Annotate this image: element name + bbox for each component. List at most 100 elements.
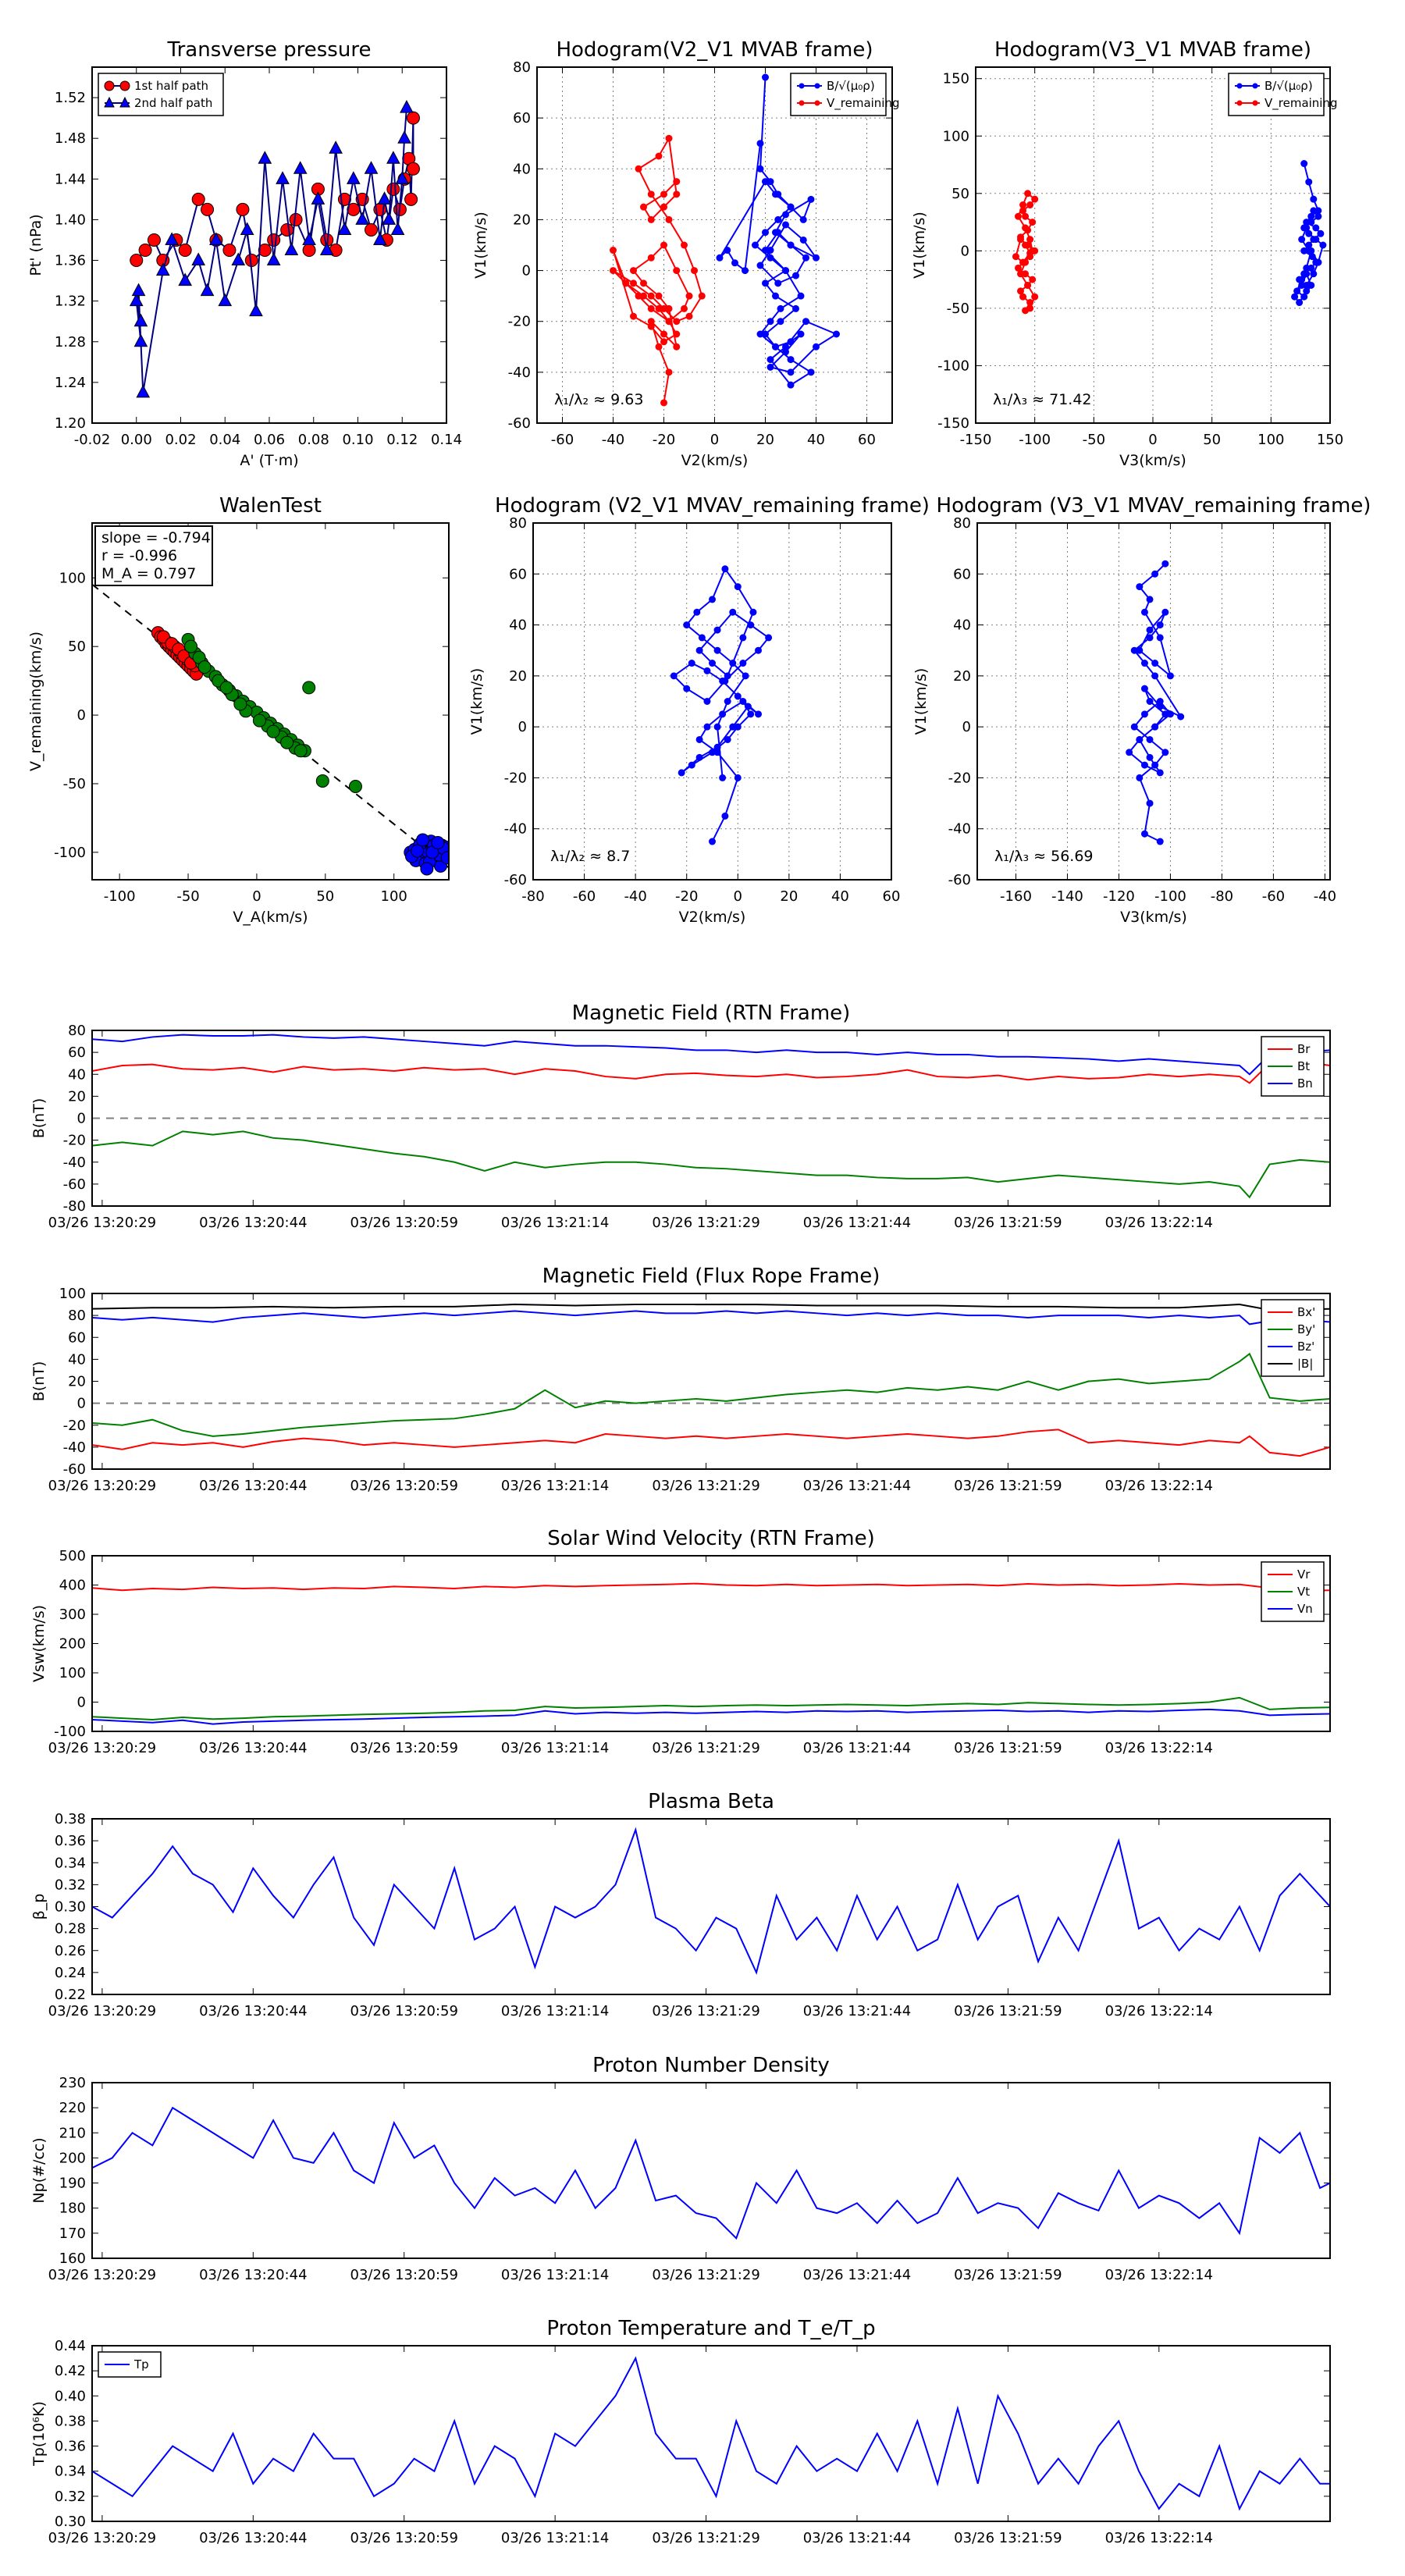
data-point: [703, 723, 711, 731]
plot-frame: [91, 1555, 1331, 1732]
legend-box: [98, 73, 224, 116]
data-point: [747, 621, 755, 629]
chart-hodogram-v3v1-mvab: Hodogram(V3_V1 MVAB frame) -150 -100 -50 0 50…: [911, 38, 1343, 469]
y-tick-label: 0.42: [55, 2363, 86, 2379]
data-point: [660, 190, 667, 198]
y-tick-label: 300: [59, 1606, 86, 1623]
y-tick-label: 170: [59, 2226, 86, 2242]
data-point: [724, 672, 731, 680]
y-tick-label: 60: [68, 1329, 86, 1346]
legend-label: By': [1297, 1322, 1315, 1336]
data-point: [787, 368, 795, 376]
y-tick-label: -20: [948, 770, 971, 786]
plot-area: [92, 1582, 1330, 1725]
y-tick-label: 0: [961, 243, 969, 259]
chart-title: Plasma Beta: [648, 1790, 774, 1813]
data-point: [1146, 596, 1154, 603]
data-point: [280, 735, 294, 749]
x-tick-label: 03/26 13:21:59: [954, 1740, 1062, 1756]
x-tick-label: 40: [807, 432, 825, 448]
data-point: [1161, 749, 1169, 756]
data-point: [1146, 626, 1154, 634]
data-point: [209, 232, 223, 245]
ratio-annotation: λ₁/λ₂ ≈ 9.63: [554, 391, 643, 408]
x-tick-label: 03/26 13:20:59: [350, 1478, 458, 1494]
data-point: [1140, 608, 1148, 616]
y-tick-label: 0: [518, 719, 527, 735]
legend-marker: [799, 100, 805, 106]
chart-plasma-beta: Plasma Beta 03/26 13:20:29 03/26 13:20:44 0…: [30, 1790, 1331, 2019]
data-point: [713, 723, 721, 731]
data-point: [709, 596, 716, 603]
data-point: [1017, 270, 1025, 278]
x-tick-label: 03/26 13:21:59: [954, 2267, 1062, 2283]
legend-label: Bn: [1297, 1076, 1313, 1091]
x-tick-label: 100: [1257, 432, 1284, 448]
legend-marker: [799, 83, 805, 89]
data-point: [284, 242, 299, 256]
y-tick-label: 60: [509, 566, 527, 582]
chart-proton-density: Proton Number Density 03/26 13:20:29 03/26…: [30, 2054, 1331, 2283]
x-tick-label: 0.04: [209, 432, 240, 448]
y-tick-label: 0.44: [55, 2338, 86, 2354]
data-point: [695, 735, 703, 743]
chart-hodogram-v3v1-mvav: Hodogram (V3_V1 MVAV_remaining frame) -16…: [912, 494, 1371, 926]
data-point: [774, 229, 782, 237]
x-tick-label: 03/26 13:21:44: [803, 2003, 911, 2019]
data-point: [767, 356, 774, 364]
data-point: [1307, 219, 1315, 226]
x-tick-label: -100: [1154, 888, 1186, 905]
x-tick-label: 03/26 13:22:14: [1105, 1215, 1213, 1231]
data-point: [742, 267, 749, 275]
y-tick-label: 160: [59, 2250, 86, 2267]
legend-label: B/√(μ₀ρ): [1264, 79, 1313, 93]
x-tick-label: 03/26 13:20:29: [48, 2267, 156, 2283]
chart-magnetic-field-flux-rope: Magnetic Field (Flux Rope Frame) 03/26 13…: [30, 1265, 1331, 1494]
data-point: [400, 100, 414, 113]
legend-marker: [1236, 100, 1243, 106]
data-point: [1017, 233, 1025, 241]
series-b-sqrt-mu0-rho-: [1291, 160, 1327, 307]
data-point: [640, 292, 647, 300]
data-point: [258, 151, 272, 164]
data-point: [734, 692, 742, 700]
data-point: [683, 621, 691, 629]
data-point: [640, 203, 647, 211]
series-tp: [92, 2356, 1330, 2511]
y-tick-label: -40: [63, 1439, 86, 1456]
x-tick-label: -20: [653, 432, 675, 448]
data-point: [136, 384, 151, 398]
data-point: [1291, 293, 1299, 301]
data-point: [688, 660, 695, 667]
series-blue-points: [404, 833, 449, 876]
y-axis-label: β_p: [30, 1894, 48, 1920]
plot-area: [92, 1034, 1330, 1199]
data-point: [719, 710, 727, 718]
data-point: [184, 639, 198, 653]
data-point: [698, 634, 706, 642]
x-tick-label: 50: [1203, 432, 1221, 448]
data-point: [197, 660, 212, 674]
data-point: [777, 318, 784, 326]
legend: B/√(μ₀ρ) V_remaining: [1228, 73, 1338, 116]
data-point: [249, 303, 263, 317]
chart-title: Hodogram(V2_V1 MVAB frame): [556, 38, 873, 62]
data-point: [1156, 838, 1164, 845]
y-axis-label: V1(km/s): [472, 212, 489, 279]
y-tick-label: 80: [509, 515, 527, 532]
y-tick-label: 0.40: [55, 2388, 86, 2404]
data-point: [411, 844, 425, 858]
x-tick-label: 03/26 13:20:29: [48, 2003, 156, 2019]
data-point: [1146, 735, 1154, 743]
data-point: [201, 202, 215, 216]
y-tick-label: -100: [54, 845, 86, 861]
x-tick-label: 03/26 13:21:14: [501, 2530, 609, 2546]
y-tick-label: -50: [63, 776, 86, 792]
data-point: [647, 304, 655, 312]
data-point: [1305, 178, 1313, 186]
data-point: [258, 244, 272, 258]
data-point: [762, 247, 769, 254]
data-point: [807, 368, 815, 376]
data-point: [782, 211, 789, 219]
data-point: [1012, 253, 1019, 261]
